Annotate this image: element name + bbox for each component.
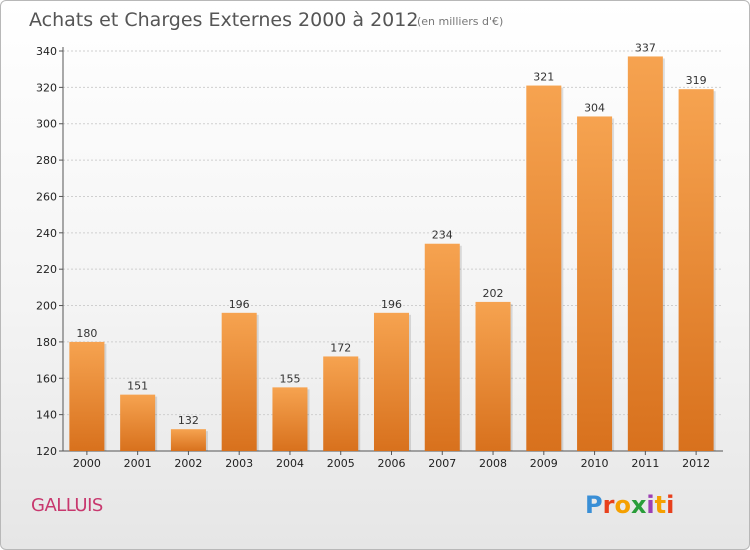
y-tick-label: 300 bbox=[36, 118, 57, 131]
y-tick-label: 180 bbox=[36, 336, 57, 349]
labels: 120 140 160 180 200 220 240 260 280 300 320 340 180 2… bbox=[36, 41, 710, 470]
bar bbox=[272, 387, 308, 451]
logo-letter: i bbox=[646, 491, 655, 519]
bar bbox=[373, 312, 410, 451]
y-tick-label: 340 bbox=[36, 45, 57, 58]
y-tick-label: 120 bbox=[36, 445, 57, 458]
logo-letter: o bbox=[614, 491, 631, 519]
data-label: 321 bbox=[533, 71, 554, 84]
y-tick-label: 160 bbox=[36, 372, 57, 385]
data-label: 172 bbox=[330, 341, 351, 354]
chart-subtitle: (en milliers d'€) bbox=[417, 15, 504, 28]
x-tick-label: 2002 bbox=[174, 457, 202, 470]
x-tick-label: 2007 bbox=[428, 457, 456, 470]
commune-name: GALLUIS bbox=[31, 495, 103, 516]
bar bbox=[627, 56, 663, 452]
data-label: 234 bbox=[432, 229, 453, 242]
x-tick-label: 2001 bbox=[124, 457, 152, 470]
bar bbox=[170, 429, 206, 451]
bar bbox=[69, 341, 105, 451]
y-tick-label: 240 bbox=[36, 227, 57, 240]
x-tick-label: 2003 bbox=[225, 457, 253, 470]
data-label: 196 bbox=[229, 298, 250, 311]
data-label: 132 bbox=[178, 414, 199, 427]
x-tick-label: 2006 bbox=[378, 457, 406, 470]
bar bbox=[221, 312, 257, 451]
logo-letter: i bbox=[666, 491, 675, 519]
y-tick-label: 260 bbox=[36, 190, 57, 203]
data-label: 151 bbox=[127, 380, 148, 393]
x-tick-label: 2004 bbox=[276, 457, 304, 470]
x-tick-label: 2009 bbox=[530, 457, 558, 470]
y-tick-label: 280 bbox=[36, 154, 57, 167]
bar bbox=[424, 243, 460, 451]
bar bbox=[526, 85, 562, 451]
x-tick-label: 2011 bbox=[631, 457, 659, 470]
x-tick-label: 2012 bbox=[682, 457, 710, 470]
data-label: 196 bbox=[381, 298, 402, 311]
y-tick-label: 320 bbox=[36, 81, 57, 94]
bars bbox=[69, 56, 716, 452]
logo-letter: P bbox=[585, 491, 603, 519]
proxiti-logo[interactable]: Proxiti bbox=[585, 491, 674, 519]
x-tick-label: 2010 bbox=[581, 457, 609, 470]
chart-title: Achats et Charges Externes 2000 à 2012 bbox=[29, 9, 419, 31]
data-label: 202 bbox=[483, 287, 504, 300]
x-tick-label: 2008 bbox=[479, 457, 507, 470]
data-label: 319 bbox=[686, 74, 707, 87]
data-label: 304 bbox=[584, 101, 605, 114]
bar bbox=[577, 116, 613, 452]
y-tick-label: 220 bbox=[36, 263, 57, 276]
bar bbox=[323, 356, 359, 451]
bar bbox=[678, 89, 714, 451]
y-tick-label: 200 bbox=[36, 300, 57, 313]
logo-letter: r bbox=[602, 491, 615, 519]
data-label: 180 bbox=[76, 327, 97, 340]
data-label: 155 bbox=[279, 372, 300, 385]
x-tick-label: 2005 bbox=[327, 457, 355, 470]
y-tick-label: 140 bbox=[36, 409, 57, 422]
bar bbox=[120, 394, 156, 451]
logo-letter: x bbox=[630, 491, 647, 519]
bar bbox=[475, 301, 511, 451]
data-label: 337 bbox=[635, 41, 656, 54]
x-tick-label: 2000 bbox=[73, 457, 101, 470]
logo-letter: t bbox=[654, 491, 667, 519]
